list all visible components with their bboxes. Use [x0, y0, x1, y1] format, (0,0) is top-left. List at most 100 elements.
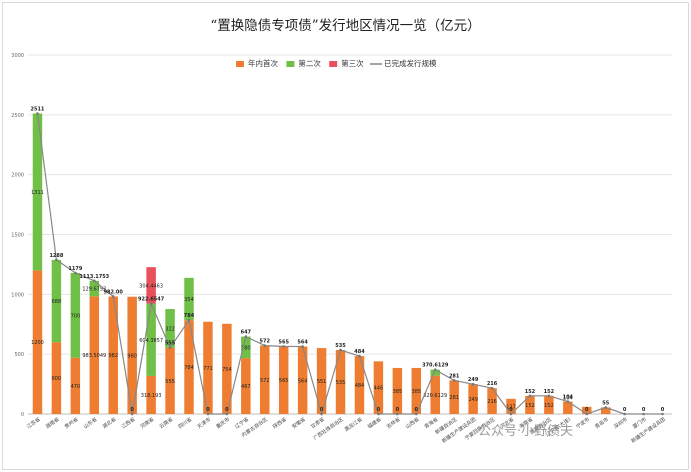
completed-label: 1113.1753	[79, 274, 109, 280]
completed-point	[244, 335, 248, 338]
x-tick-label: 山东省	[82, 416, 98, 430]
bar-segment	[108, 296, 118, 414]
completed-label: 104	[563, 395, 574, 401]
bar-segment	[297, 346, 308, 414]
bar-segment	[544, 395, 554, 414]
data-label: 281	[449, 395, 459, 401]
x-tick-label: 江苏省	[25, 416, 41, 430]
bar-segment	[241, 336, 251, 359]
data-label: 983.5049	[82, 353, 106, 359]
x-tick-label: 黑龙江省	[343, 416, 363, 433]
bar-segment	[70, 272, 81, 358]
data-label: 129.6753	[82, 287, 106, 293]
completed-point	[92, 279, 96, 283]
data-label: 104	[563, 396, 573, 402]
legend-swatch	[286, 61, 295, 67]
x-tick-label: 湖南省	[44, 416, 60, 430]
data-label: 700	[71, 313, 81, 319]
completed-point	[585, 412, 589, 416]
completed-label: 784	[184, 313, 195, 319]
completed-label: 0	[661, 407, 665, 413]
completed-label: 0	[206, 407, 210, 413]
legend-label: 第二次	[298, 58, 321, 68]
completed-label: 572	[260, 339, 271, 345]
completed-point	[358, 354, 361, 358]
completed-label: 370.6129	[422, 363, 449, 369]
x-tick-label: 江西省	[120, 416, 136, 430]
completed-label: 565	[278, 339, 289, 345]
completed-point	[225, 412, 229, 416]
bar-segment	[165, 309, 175, 348]
data-label: 1200	[31, 340, 44, 346]
data-label: 127	[506, 404, 516, 410]
x-tick-label: 湖北省	[101, 416, 117, 430]
bar-segment	[203, 321, 213, 414]
bar-segment	[525, 395, 535, 414]
bar-segment	[51, 342, 62, 414]
completed-label: 555	[165, 341, 176, 347]
x-tick-label: 吉林省	[385, 416, 401, 430]
data-label: 564	[298, 378, 308, 384]
bar-segment	[411, 367, 422, 414]
bar-segment	[222, 323, 232, 414]
data-label: 980	[127, 353, 137, 359]
completed-point	[282, 345, 286, 348]
bar-segment	[430, 369, 440, 376]
y-tick-label: 0	[21, 412, 24, 418]
legend-label: 已完成发行规模	[384, 58, 437, 68]
bar-segment	[468, 384, 478, 414]
bar-segment	[600, 407, 611, 414]
x-tick-label: 青岛市	[594, 416, 610, 430]
completed-point	[74, 271, 77, 275]
data-label: 551	[317, 379, 327, 385]
completed-point	[414, 412, 418, 416]
bar-segment	[184, 320, 194, 414]
completed-label: 55	[602, 400, 609, 406]
completed-point	[623, 412, 626, 416]
data-label: 385	[412, 389, 422, 395]
bar-segment	[392, 367, 403, 414]
chart-title: “置换隐债专项债”发行地区情况一览（亿元）	[210, 18, 481, 34]
x-tick-label: 四川省	[177, 416, 193, 430]
completed-point	[301, 345, 304, 348]
bar-segment	[127, 296, 137, 414]
x-tick-label: 陕西省	[272, 416, 288, 430]
data-label: 982	[108, 353, 118, 359]
completed-point	[130, 412, 134, 416]
completed-label: 0	[320, 407, 324, 413]
bar-segment	[563, 401, 573, 414]
completed-label: 0	[396, 407, 400, 413]
completed-point	[36, 112, 39, 115]
bar-segment	[70, 357, 81, 414]
bar-segment	[335, 349, 346, 414]
bar-segment	[89, 280, 100, 297]
x-tick-label: 宁波市	[575, 416, 591, 430]
legend-swatch	[329, 61, 338, 67]
completed-point	[206, 412, 210, 416]
data-label: 535	[336, 380, 346, 386]
completed-label: 0	[585, 407, 589, 413]
completed-point	[566, 400, 570, 403]
completed-point	[661, 412, 664, 416]
data-label: 784	[184, 365, 194, 371]
x-tick-label: 天津市	[196, 416, 212, 430]
data-label: 604.3857	[139, 338, 163, 344]
x-tick-label: 深圳市	[612, 416, 628, 430]
bar-segment	[241, 358, 251, 414]
data-label: 446	[374, 386, 384, 392]
data-label: 470	[71, 384, 81, 390]
completed-point	[111, 295, 115, 298]
data-label: 771	[203, 366, 213, 372]
completed-point	[452, 379, 456, 382]
completed-point	[642, 412, 645, 416]
legend-label: 年内首次	[248, 58, 278, 68]
bar-segment	[487, 388, 497, 414]
completed-point	[149, 302, 153, 305]
completed-label: 564	[297, 340, 308, 346]
data-label: 152	[544, 403, 554, 409]
data-label: 754	[222, 367, 232, 373]
legend-label: 第三次	[341, 58, 364, 68]
completed-label: 2511	[31, 107, 45, 113]
data-label: 1311	[31, 190, 44, 196]
